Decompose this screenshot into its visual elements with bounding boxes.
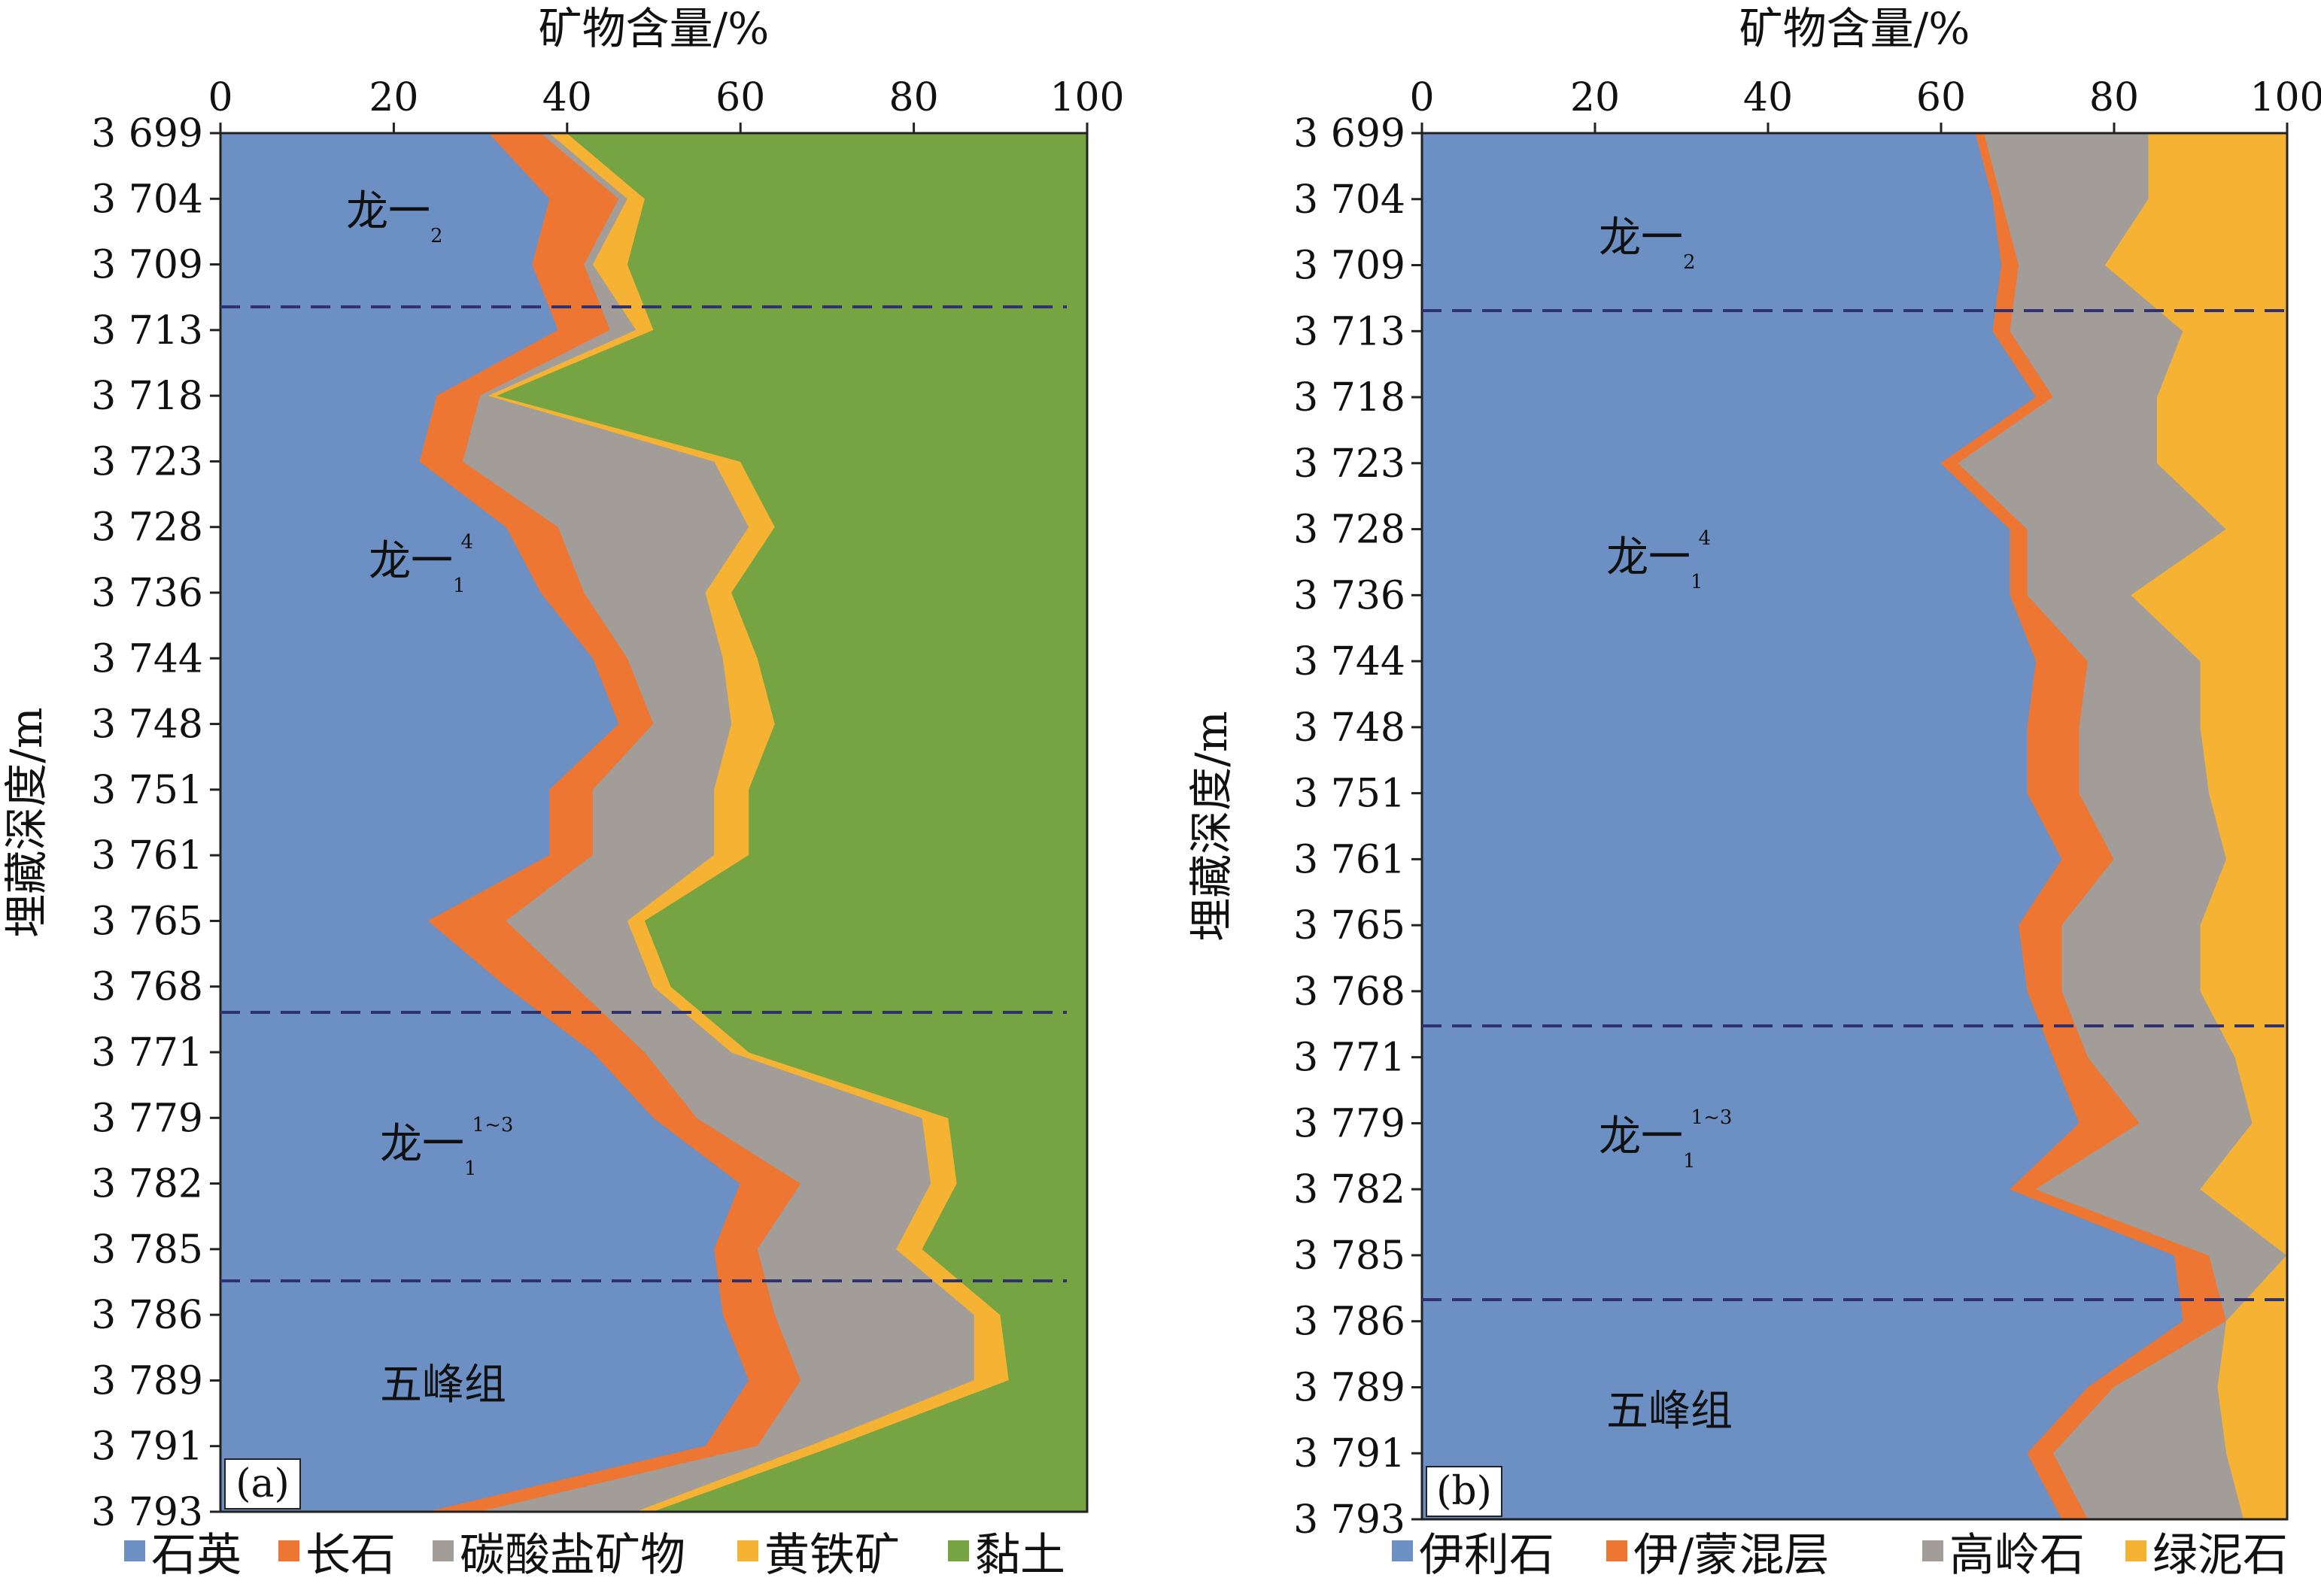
y-tick-label: 3 748 xyxy=(1293,705,1405,751)
y-tick-label: 3 744 xyxy=(1293,639,1405,684)
x-tick-label: 40 xyxy=(1743,75,1793,120)
zone-label: 龙一14 xyxy=(369,531,473,597)
y-tick-label: 3 793 xyxy=(91,1490,203,1535)
y-tick-label: 3 723 xyxy=(91,439,203,484)
plot-frame xyxy=(1420,132,2289,1521)
y-tick-label: 3 723 xyxy=(1293,441,1405,487)
legend-label: 高岭石 xyxy=(1949,1529,2085,1582)
panel-b: 0 20 40 60 80 100 矿物含量/% 3 699 3 704 3 709 3 713 3 … xyxy=(1186,3,2321,1582)
y-tick-label: 3 699 xyxy=(1293,111,1405,156)
y-tick-label: 3 751 xyxy=(1293,772,1405,817)
legend-label: 伊利石 xyxy=(1419,1529,1554,1582)
y-tick-label: 3 782 xyxy=(1293,1167,1405,1212)
y-tick-label: 3 718 xyxy=(1293,375,1405,420)
y-tick-label: 3 791 xyxy=(91,1425,203,1470)
panel-label-box xyxy=(224,1458,301,1510)
x-tick-label: 80 xyxy=(889,75,939,120)
y-tick-label: 3 728 xyxy=(91,505,203,551)
y-tick-label: 3 786 xyxy=(91,1293,203,1338)
y-tick-label: 3 779 xyxy=(1293,1101,1405,1146)
y-tick-label: 3 786 xyxy=(1293,1300,1405,1345)
y-tick-label: 3 728 xyxy=(1293,508,1405,553)
y-tick-label: 3 785 xyxy=(1293,1233,1405,1279)
y-tick-label: 3 709 xyxy=(1293,244,1405,289)
y-tick-label: 3 771 xyxy=(1293,1036,1405,1081)
panel-a: 0 20 40 60 80 100 矿物含量/% 3 699 3 704 3 709 3 713 3 … xyxy=(1,3,1125,1582)
legend-label: 石英 xyxy=(151,1529,242,1582)
legend-swatch xyxy=(124,1540,145,1561)
y-tick-label: 3 761 xyxy=(91,833,203,878)
legend-swatch xyxy=(433,1540,454,1561)
legend-swatch xyxy=(1606,1540,1627,1561)
y-tick-label: 3 768 xyxy=(91,965,203,1010)
y-tick-label: 3 713 xyxy=(91,308,203,353)
y-tick-label: 3 765 xyxy=(1293,903,1405,948)
y-tick-label: 3 768 xyxy=(1293,969,1405,1015)
x-tick-label: 60 xyxy=(715,75,765,120)
legend-swatch xyxy=(1922,1540,1943,1561)
plot-frame xyxy=(219,132,1089,1513)
y-tick-label: 3 713 xyxy=(1293,309,1405,354)
y-tick-label: 3 704 xyxy=(91,177,203,222)
panel-label: (a) xyxy=(235,1461,290,1506)
x-tick-label: 40 xyxy=(542,75,592,120)
y-tick-label: 3 751 xyxy=(91,768,203,813)
zone-label: 五峰组 xyxy=(1606,1387,1733,1436)
y-tick-label: 3 736 xyxy=(1293,573,1405,618)
legend-swatch xyxy=(278,1540,299,1561)
y-tick-label: 3 709 xyxy=(91,243,203,288)
x-axis-title: 矿物含量/% xyxy=(539,3,770,54)
y-tick-label: 3 793 xyxy=(1293,1497,1405,1543)
y-tick-label: 3 779 xyxy=(91,1096,203,1141)
x-tick-label: 100 xyxy=(1050,75,1124,120)
y-tick-label: 3 699 xyxy=(91,111,203,156)
x-tick-label: 80 xyxy=(2089,75,2139,120)
x-tick-label: 20 xyxy=(1570,75,1620,120)
zone-label: 五峰组 xyxy=(380,1361,506,1409)
legend-swatch xyxy=(1392,1540,1413,1561)
zone-label: 龙一11~3 xyxy=(380,1114,513,1180)
legend-label: 黏土 xyxy=(975,1529,1065,1582)
x-tick-label: 100 xyxy=(2250,75,2321,120)
legend-label: 黄铁矿 xyxy=(764,1529,900,1582)
y-axis-title: 埋藏深度/m xyxy=(1186,711,1237,942)
x-tick-label: 60 xyxy=(1916,75,1966,120)
legend-label: 绿泥石 xyxy=(2152,1529,2288,1582)
y-tick-label: 3 748 xyxy=(91,702,203,748)
y-tick-label: 3 789 xyxy=(1293,1365,1405,1410)
zone-label: 龙一2 xyxy=(346,187,443,247)
panel-label-box xyxy=(1426,1466,1502,1517)
legend-swatch xyxy=(948,1540,969,1561)
y-tick-label: 3 736 xyxy=(91,571,203,616)
legend-swatch xyxy=(2125,1540,2146,1561)
legend-label: 长石 xyxy=(305,1529,396,1582)
zone-label: 龙一14 xyxy=(1606,527,1711,593)
zone-label: 龙一2 xyxy=(1599,214,1696,274)
y-tick-label: 3 718 xyxy=(91,374,203,419)
legend-label: 伊/蒙混层 xyxy=(1633,1529,1829,1582)
x-tick-label: 20 xyxy=(369,75,418,120)
y-tick-label: 3 789 xyxy=(91,1358,203,1403)
x-tick-label: 0 xyxy=(1409,75,1434,120)
panel-label: (b) xyxy=(1436,1469,1492,1514)
x-axis-title: 矿物含量/% xyxy=(1739,3,1970,54)
y-tick-label: 3 771 xyxy=(91,1030,203,1076)
x-tick-label: 0 xyxy=(208,75,232,120)
y-tick-label: 3 744 xyxy=(91,636,203,681)
y-tick-label: 3 765 xyxy=(91,899,203,944)
y-axis-title: 埋藏深度/m xyxy=(1,707,52,938)
legend-label: 碳酸盐矿物 xyxy=(460,1529,685,1582)
legend-swatch xyxy=(737,1540,758,1561)
y-tick-label: 3 782 xyxy=(91,1162,203,1207)
y-tick-label: 3 761 xyxy=(1293,837,1405,882)
y-tick-label: 3 704 xyxy=(1293,178,1405,223)
y-tick-label: 3 791 xyxy=(1293,1431,1405,1476)
y-tick-label: 3 785 xyxy=(91,1227,203,1273)
zone-label: 龙一11~3 xyxy=(1599,1106,1732,1173)
